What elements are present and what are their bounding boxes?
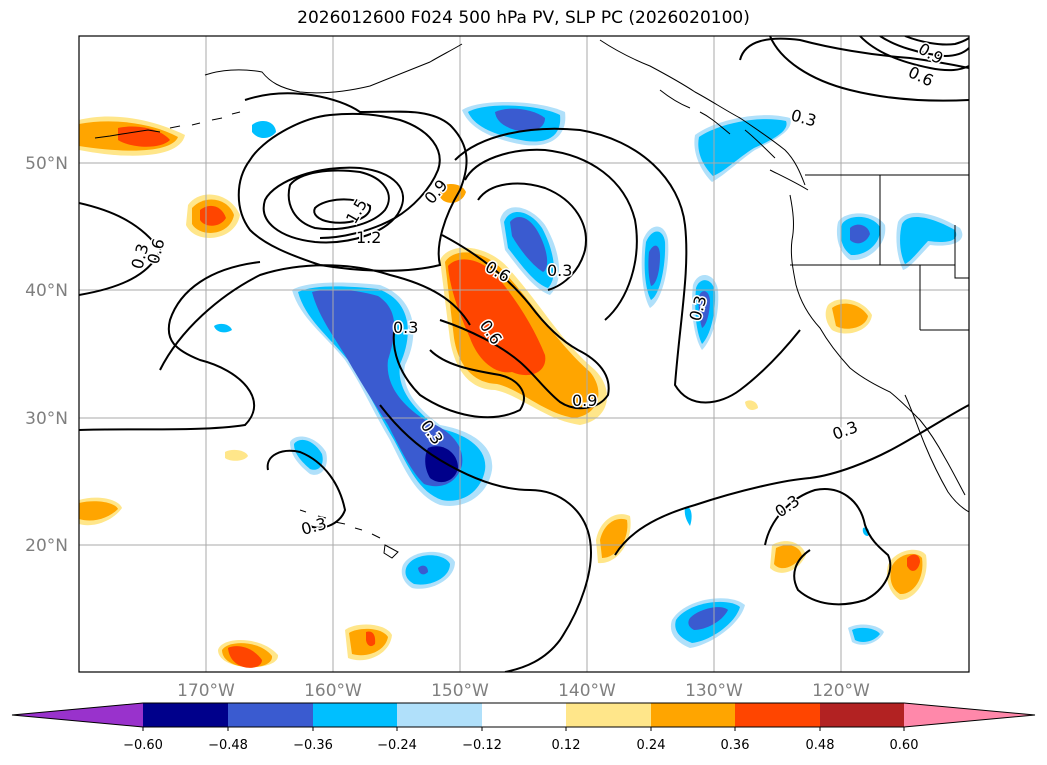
contour-line	[614, 404, 969, 556]
aleutian-islands	[94, 111, 241, 139]
alaska-peninsula-coast	[204, 43, 463, 94]
contour-line	[266, 450, 347, 529]
map-title: 2026012600 F024 500 hPa PV, SLP PC (2026…	[297, 8, 750, 28]
contour-line	[379, 404, 592, 672]
bc-islands-coast	[659, 89, 809, 191]
contour-line	[769, 36, 969, 102]
colorbar-tick-label: −0.12	[462, 738, 502, 753]
hawaii-islands	[299, 509, 399, 559]
contour-line	[313, 198, 372, 224]
pv-anomaly-negative	[418, 565, 428, 575]
colorbar-tick-label: −0.48	[208, 738, 248, 753]
contour-line	[477, 182, 587, 291]
colorbar-tick-label: −0.60	[123, 738, 163, 753]
colorbar-segment	[313, 703, 397, 727]
contour-line	[79, 202, 162, 296]
latitude-labels: 50°N 40°N 30°N 20°N	[25, 154, 68, 556]
contour-line	[739, 37, 969, 69]
lon-label-120w: 120°W	[812, 681, 870, 701]
pv-anomaly-negative	[312, 289, 463, 487]
colorbar-segment	[651, 703, 735, 727]
colorbar-tick-label: −0.24	[377, 738, 417, 753]
contour-line	[764, 488, 892, 606]
alaska-panhandle-coast	[599, 39, 806, 186]
baja-coast	[904, 394, 969, 513]
colorbar-segment	[735, 703, 820, 727]
colorbar-segment	[143, 703, 228, 727]
lat-label-20n: 20°N	[25, 536, 68, 556]
lat-label-30n: 30°N	[25, 409, 68, 429]
longitude-labels: 170°W 160°W 150°W 140°W 130°W 120°W	[177, 681, 870, 701]
colorbar: −0.60 −0.48 −0.36 −0.24 −0.12 0.12 0.24 …	[11, 702, 1036, 753]
contour-line	[392, 324, 525, 419]
colorbar-segment	[566, 703, 651, 727]
contour-line	[454, 127, 801, 404]
contour-line	[904, 36, 969, 46]
pv-negative-anomalies	[214, 101, 963, 648]
colorbar-extend-low	[12, 703, 143, 727]
pv-anomaly-positive	[907, 554, 920, 571]
pv-anomaly-negative	[252, 120, 276, 138]
contour-label: 0.3	[547, 261, 572, 280]
pv-anomaly-negative	[698, 119, 787, 176]
pv-anomaly-positive	[600, 518, 628, 558]
colorbar-tick-label: 0.12	[552, 738, 581, 753]
contour-line	[439, 234, 610, 410]
pv-anomaly-negative	[510, 217, 548, 272]
pv-anomaly-positive	[448, 259, 546, 376]
map-frame	[78, 35, 970, 673]
colorbar-ticks	[142, 727, 905, 731]
state-border-1	[790, 175, 969, 331]
pv-anomaly-positive	[366, 631, 376, 647]
lon-label-130w: 130°W	[685, 681, 743, 701]
pv-anomaly-positive	[225, 449, 248, 461]
lon-label-160w: 160°W	[304, 681, 362, 701]
colorbar-extend-high	[904, 703, 1035, 727]
pv-anomaly-positive	[774, 545, 802, 569]
colorbar-tick-label: 0.48	[806, 738, 835, 753]
contour-line	[237, 92, 468, 272]
pv-anomaly-negative	[852, 627, 880, 642]
pv-anomaly-negative	[214, 323, 232, 333]
pv-anomaly-negative	[294, 439, 323, 470]
us-west-coast	[789, 194, 966, 496]
colorbar-segment	[397, 703, 482, 727]
contour-line	[879, 36, 969, 58]
colorbar-tick-label: 0.24	[637, 738, 666, 753]
lon-label-150w: 150°W	[431, 681, 489, 701]
colorbar-segment	[820, 703, 904, 727]
contour-line	[287, 169, 390, 231]
contour-line	[79, 261, 261, 431]
contour-line	[464, 148, 638, 321]
contour-line	[159, 264, 471, 371]
coastlines	[94, 39, 969, 559]
contour-label: 0.3	[393, 318, 418, 337]
colorbar-segment	[482, 703, 566, 727]
contour-line	[262, 166, 405, 244]
lon-label-140w: 140°W	[558, 681, 616, 701]
lat-label-50n: 50°N	[25, 154, 68, 174]
pv-anomaly-positive	[79, 501, 118, 521]
lon-label-170w: 170°W	[177, 681, 235, 701]
pv-anomaly-negative	[850, 224, 870, 244]
slp-contours	[79, 36, 969, 672]
contour-label: 1.2	[356, 228, 381, 247]
pv-anomaly-negative	[648, 245, 660, 286]
colorbar-tick-label: 0.60	[890, 738, 919, 753]
pv-anomaly-positive	[745, 400, 758, 410]
pv-anomaly-negative	[688, 607, 728, 630]
colorbar-tick-label: 0.36	[721, 738, 750, 753]
lat-label-40n: 40°N	[25, 281, 68, 301]
pv-anomaly-negative	[698, 291, 710, 328]
pv-anomaly-negative	[900, 217, 957, 264]
pv-anomaly-negative	[495, 108, 545, 132]
colorbar-segment	[228, 703, 313, 727]
pv-anomaly-positive	[228, 646, 262, 668]
pv-anomaly-negative	[684, 507, 692, 526]
contour-line	[859, 36, 969, 72]
contour-label: 0.9	[572, 391, 597, 410]
colorbar-tick-label: −0.36	[293, 738, 333, 753]
